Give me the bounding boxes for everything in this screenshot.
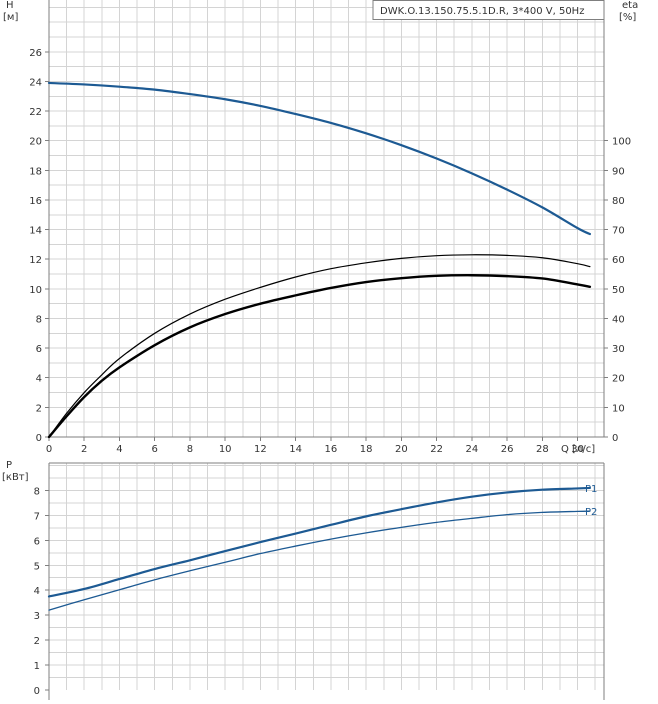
y-tick-label: 16 xyxy=(29,196,42,207)
p1-series-label: P1 xyxy=(585,484,597,495)
y2-tick-label: 60 xyxy=(612,255,625,266)
y2-tick-label: 80 xyxy=(612,196,625,207)
right-y-axis-label-name: eta xyxy=(622,0,638,11)
top-y-axis-label-unit: [м] xyxy=(3,12,18,23)
p2-series-label: P2 xyxy=(585,507,597,518)
y2-tick-label: 10 xyxy=(612,403,625,414)
efficiency-curve xyxy=(48,254,591,438)
power-tick-label: 4 xyxy=(34,586,40,597)
y2-tick-label: 30 xyxy=(612,344,625,355)
x-tick-label: 4 xyxy=(116,444,122,455)
x-tick-label: 12 xyxy=(254,444,267,455)
power-tick-label: 8 xyxy=(34,486,40,497)
x-axis-label: Q [л/с] xyxy=(561,444,595,455)
p1-power-curve xyxy=(47,486,591,598)
curves: P1 P2 xyxy=(47,81,597,611)
y2-tick-label: 0 xyxy=(612,433,618,444)
x-tick-label: 28 xyxy=(536,444,549,455)
y-tick-label: 10 xyxy=(29,285,42,296)
x-tick-label: 8 xyxy=(187,444,193,455)
right-y-axis-label-unit: [%] xyxy=(619,12,636,23)
top-plot-grid xyxy=(49,0,604,437)
bottom-y-axis-label-unit: [кВт] xyxy=(2,472,29,483)
axes xyxy=(48,0,605,700)
x-tick-label: 26 xyxy=(501,444,514,455)
top-y-axis-label-name: H xyxy=(6,0,14,11)
power-tick-label: 2 xyxy=(34,636,40,647)
axis-labels: H [м] eta [%] Q [л/с] P [кВт] xyxy=(2,0,638,483)
x-tick-label: 18 xyxy=(360,444,373,455)
power-tick-label: 5 xyxy=(34,561,40,572)
power-tick-label: 6 xyxy=(34,536,40,547)
y-tick-label: 14 xyxy=(29,226,42,237)
power-tick-label: 1 xyxy=(34,661,40,672)
power-tick-label: 7 xyxy=(34,511,40,522)
y2-tick-label: 90 xyxy=(612,166,625,177)
y2-tick-label: 70 xyxy=(612,226,625,237)
y-tick-label: 22 xyxy=(29,107,42,118)
y-tick-label: 0 xyxy=(36,433,42,444)
y-tick-label: 2 xyxy=(36,403,42,414)
y-tick-label: 20 xyxy=(29,137,42,148)
x-tick-label: 2 xyxy=(81,444,87,455)
y-tick-label: 12 xyxy=(29,255,42,266)
x-tick-label: 6 xyxy=(152,444,158,455)
y2-tick-label: 40 xyxy=(612,314,625,325)
info-box: DWK.O.13.150.75.5.1D.R, 3*400 V, 50Hz xyxy=(372,0,605,20)
y-tick-label: 24 xyxy=(29,77,42,88)
x-tick-label: 30 xyxy=(571,444,584,455)
y2-tick-label: 100 xyxy=(612,137,631,148)
p2-power-curve xyxy=(48,510,591,611)
x-tick-label: 0 xyxy=(46,444,52,455)
info-box-frame xyxy=(372,0,605,20)
power-tick-label: 0 xyxy=(34,686,40,697)
y-tick-label: 6 xyxy=(36,344,42,355)
y2-tick-label: 50 xyxy=(612,285,625,296)
efficiency-curve xyxy=(47,274,592,439)
y2-tick-label: 20 xyxy=(612,374,625,385)
y-tick-label: 8 xyxy=(36,314,42,325)
y-tick-label: 18 xyxy=(29,166,42,177)
x-tick-label: 22 xyxy=(430,444,443,455)
bottom-plot-grid xyxy=(49,463,604,690)
head-curve xyxy=(47,81,591,236)
info-box-text: DWK.O.13.150.75.5.1D.R, 3*400 V, 50Hz xyxy=(380,6,584,17)
y-tick-label: 4 xyxy=(36,374,42,385)
x-tick-label: 24 xyxy=(465,444,478,455)
power-tick-label: 3 xyxy=(34,611,40,622)
x-tick-label: 16 xyxy=(325,444,338,455)
tick-labels: 0 2 4 6 8 10 12 14 16 18 20 22 24 26 28 300246810121416… xyxy=(29,48,631,697)
x-tick-label: 14 xyxy=(289,444,302,455)
y-tick-label: 26 xyxy=(29,48,42,59)
x-tick-label: 10 xyxy=(219,444,232,455)
bottom-y-axis-label-name: P xyxy=(6,460,12,471)
x-tick-label: 20 xyxy=(395,444,408,455)
